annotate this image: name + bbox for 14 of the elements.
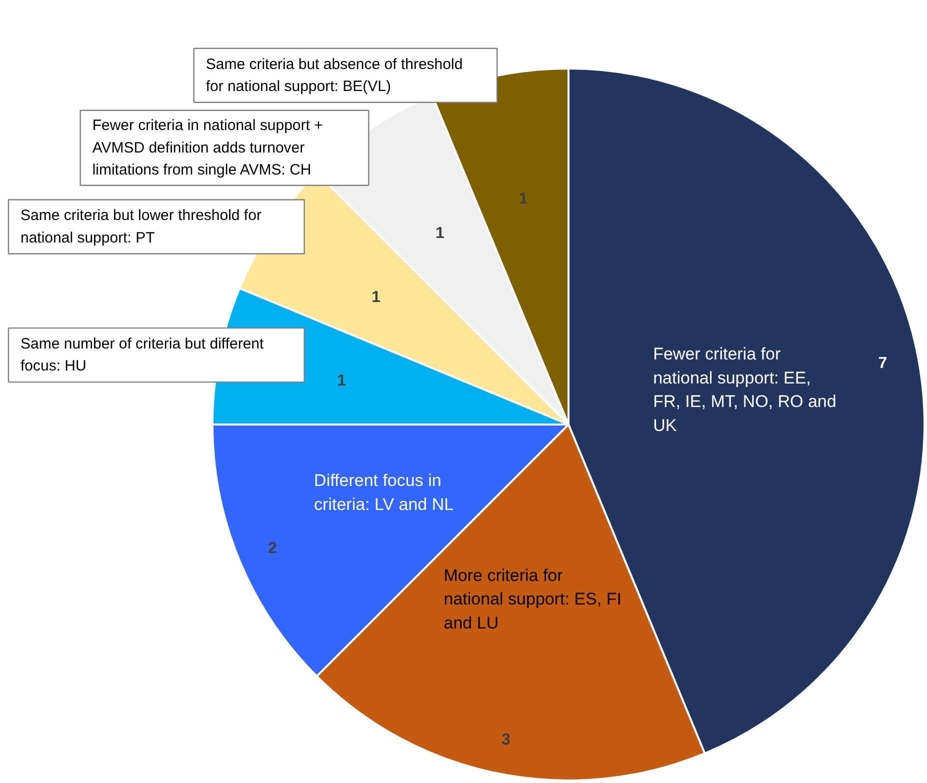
slice-label: Fewer criteria in national support + AVMSD definition adds turnover limitations from single AVMS: CH (92, 117, 324, 178)
data-label: 1 (337, 372, 346, 390)
slice-label: Different focus in criteria: LV and NL (314, 471, 454, 514)
slice-label: More criteria for national support: ES, FI and LU (444, 566, 622, 632)
data-label: 7 (878, 354, 888, 372)
slice-label: Same criteria but absence of threshold for national support: BE(VL) (206, 56, 463, 95)
slice-label: Same number of criteria but different focus: HU (20, 336, 265, 375)
slice-label: Same criteria but lower threshold for national support: PT (20, 207, 262, 246)
data-label: 2 (268, 540, 278, 558)
slice-label: Fewer criteria for national support: EE, FR, IE, MT, NO, RO and UK (653, 344, 836, 435)
data-label: 3 (502, 732, 511, 749)
data-label: 1 (518, 190, 528, 208)
data-label: 1 (435, 225, 444, 242)
data-label: 1 (372, 288, 381, 306)
